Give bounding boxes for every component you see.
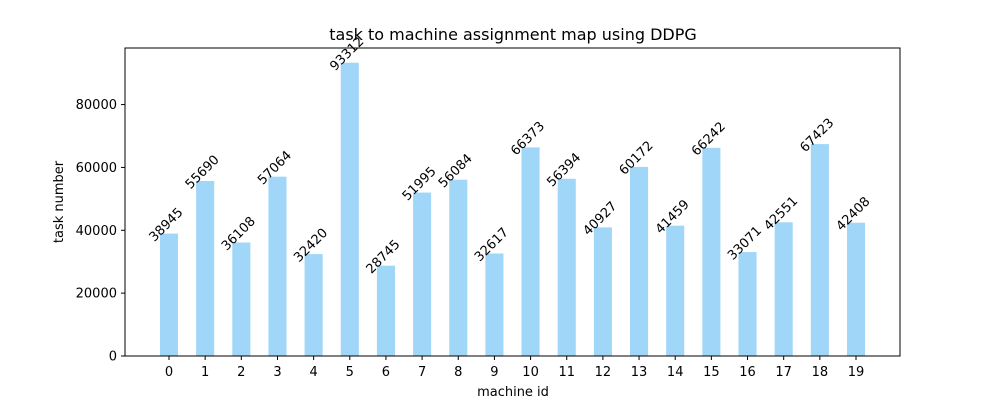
bar-machine-4	[304, 254, 323, 356]
bar-machine-6	[376, 265, 395, 356]
bar-machine-1	[196, 180, 215, 356]
bar-machine-3	[268, 176, 287, 356]
y-tick-label: 80000	[76, 98, 117, 113]
x-tick-label: 10	[522, 365, 539, 380]
x-tick-label: 6	[382, 365, 390, 380]
x-tick-label: 17	[775, 365, 792, 380]
bar-machine-14	[666, 225, 685, 356]
bar-machine-13	[630, 166, 649, 356]
x-tick-label: 0	[165, 365, 173, 380]
x-axis-label: machine id	[477, 385, 549, 400]
plot-area: 0 1 2 3 4 5 6 7 8 9 10 11 12 13 14 15 16 17 18 190200004000…	[76, 34, 901, 380]
y-tick-label: 0	[109, 350, 117, 365]
x-tick-label: 5	[346, 365, 354, 380]
x-tick-label: 9	[490, 365, 498, 380]
bar-machine-10	[521, 147, 540, 356]
x-tick-label: 15	[703, 365, 720, 380]
y-tick-label: 40000	[76, 224, 117, 239]
bar-machine-18	[810, 144, 829, 356]
y-tick-label: 20000	[76, 287, 117, 302]
y-axis-label: task number	[52, 160, 67, 243]
bar-machine-17	[774, 222, 793, 356]
x-tick-label: 16	[739, 365, 756, 380]
x-tick-label: 18	[812, 365, 829, 380]
bar-machine-5	[340, 62, 359, 356]
bar-machine-7	[413, 192, 432, 356]
x-tick-label: 1	[201, 365, 209, 380]
bar-machine-11	[557, 178, 576, 356]
x-tick-label: 7	[418, 365, 426, 380]
x-tick-label: 3	[273, 365, 281, 380]
bar-machine-0	[159, 233, 179, 356]
bar-machine-19	[846, 222, 866, 356]
bar-machine-16	[738, 252, 757, 356]
chart-title: task to machine assignment map using DDP…	[329, 25, 697, 44]
x-tick-label: 8	[454, 365, 462, 380]
x-tick-label: 2	[237, 365, 245, 380]
plot-frame	[124, 47, 901, 357]
x-tick-label: 19	[848, 365, 865, 380]
x-tick-label: 14	[667, 365, 684, 380]
bar-machine-15	[702, 147, 721, 356]
bar-machine-8	[449, 179, 468, 356]
x-tick-label: 13	[631, 365, 648, 380]
x-tick-label: 4	[309, 365, 317, 380]
x-tick-label: 12	[595, 365, 612, 380]
bar-machine-12	[593, 227, 612, 356]
bar-machine-2	[232, 242, 251, 356]
bar-machine-9	[485, 253, 504, 356]
x-tick-label: 11	[558, 365, 575, 380]
y-tick-label: 60000	[76, 161, 117, 176]
